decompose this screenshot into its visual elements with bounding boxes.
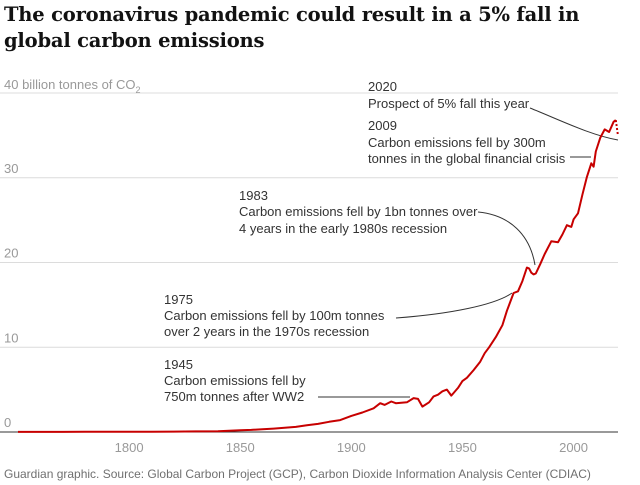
series-layer [18, 119, 619, 433]
annotation-text: over 2 years in the 1970s recession [164, 324, 369, 339]
annotation-text: Prospect of 5% fall this year [368, 96, 530, 111]
annotation-1975: 1975 Carbon emissions fell by 100m tonne… [164, 292, 385, 339]
annotation-leader [395, 292, 513, 319]
annotation-text: 4 years in the early 1980s recession [239, 221, 447, 236]
y-axis-label: 40 billion tonnes of CO2 [4, 77, 141, 95]
emissions-line [18, 119, 617, 433]
x-tick-label: 1850 [226, 440, 255, 455]
annotation-year: 2009 [368, 118, 397, 133]
annotation-year: 2020 [368, 79, 397, 94]
annotation-1945: 1945 Carbon emissions fell by 750m tonne… [164, 357, 306, 404]
y-tick-label: 30 [4, 161, 18, 176]
x-tick-label: 1900 [337, 440, 366, 455]
annotation-text: Carbon emissions fell by 100m tonnes [164, 308, 385, 323]
annotation-leaders [318, 107, 619, 398]
source-note: Guardian graphic. Source: Global Carbon … [4, 467, 591, 481]
chart-title: The coronavirus pandemic could result in… [4, 3, 580, 52]
projection-line [614, 119, 619, 136]
y-tick-label: 20 [4, 246, 18, 261]
x-tick-label: 1800 [115, 440, 144, 455]
annotation-text: Carbon emissions fell by 1bn tonnes over [239, 204, 478, 219]
y-tick-label: 10 [4, 330, 18, 345]
annotation-2009: 2009 Carbon emissions fell by 300m tonne… [368, 118, 566, 166]
x-tick-label: 2000 [559, 440, 588, 455]
annotation-text: 750m tonnes after WW2 [164, 389, 304, 404]
annotation-text: tonnes in the global financial crisis [368, 151, 566, 166]
annotation-text: Carbon emissions fell by 300m [368, 135, 546, 150]
annotation-year: 1975 [164, 292, 193, 307]
annotation-year: 1945 [164, 357, 193, 372]
annotation-leader [529, 107, 619, 141]
y-tick-label: 0 [4, 415, 11, 430]
annotation-year: 1983 [239, 188, 268, 203]
axis-labels: 0 10 20 30 1800 1850 1900 1950 2000 [4, 161, 588, 455]
x-tick-label: 1950 [448, 440, 477, 455]
gridlines [0, 92, 618, 433]
annotation-2020: 2020 Prospect of 5% fall this year [368, 79, 530, 111]
annotation-text: Carbon emissions fell by [164, 373, 306, 388]
annotation-1983: 1983 Carbon emissions fell by 1bn tonnes… [239, 188, 478, 236]
annotation-leader [477, 211, 536, 266]
